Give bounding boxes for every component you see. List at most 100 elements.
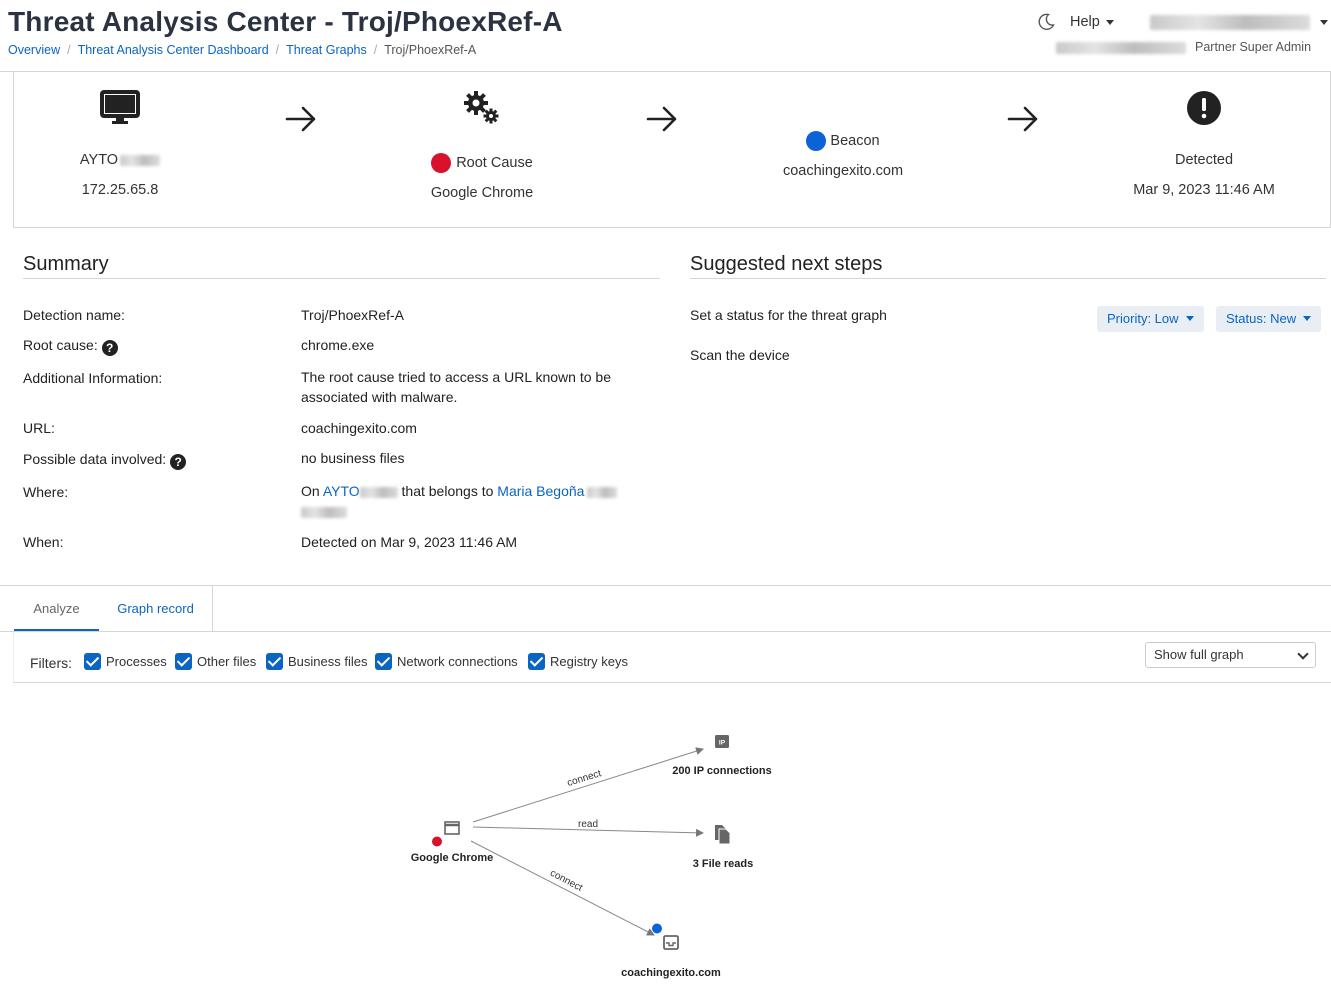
device-name-redacted [120,154,161,166]
possible-data-label-text: Possible data involved: [23,451,167,467]
root-cause-red-dot [432,836,442,847]
filter-registry-keys-checkbox[interactable]: Registry keys [528,653,628,670]
possible-data-row-label: Possible data involved:? [23,451,187,470]
where-middle: that belongs to [401,483,494,499]
tabs-divider-top [0,585,1331,586]
breadcrumb: Overview / Threat Analysis Center Dashbo… [8,43,476,57]
scan-device-link[interactable]: Scan the device [690,347,790,363]
window-icon [444,821,460,835]
status-instruction: Set a status for the threat graph [690,307,887,323]
breadcrumb-separator: / [67,43,71,57]
node-file-reads[interactable]: 3 File reads [693,825,754,870]
root-cause-label-text: Root cause: [23,337,98,353]
url-value: coachingexito.com [301,420,417,436]
filter-network-connections-label: Network connections [397,654,518,669]
detection-name-label: Detection name: [23,307,125,323]
threat-graph[interactable]: connect read connect Google Chrome IP 20… [0,684,1331,993]
node-coachingexito[interactable]: coachingexito.com [621,923,721,980]
flow-device: AYTO 172.25.65.8 [60,145,180,205]
help-menu[interactable]: Help [1070,14,1114,30]
node-label-file-reads: 3 File reads [693,858,754,870]
graph-view-select[interactable]: Show full graph [1145,642,1316,668]
flow-root-cause: Root Cause Google Chrome [412,148,552,208]
when-label: When: [23,534,64,550]
tab-graph-record[interactable]: Graph record [99,586,213,631]
checkbox-checked-icon [375,653,392,670]
edge-chrome-to-ip [472,747,704,823]
edge-chrome-to-domain [470,840,655,936]
url-label: URL: [23,420,55,436]
beacon-blue-dot [652,923,662,934]
threat-flow: AYTO 172.25.65.8 Root Cause Google Chrom… [13,72,1331,228]
arrow-right-icon [285,106,316,132]
inbox-icon [663,935,679,950]
filter-network-connections-checkbox[interactable]: Network connections [375,653,518,670]
filter-processes-label: Processes [106,654,167,669]
filter-processes-checkbox[interactable]: Processes [84,653,167,670]
detection-name-link[interactable]: Troj/PhoexRef-A [301,307,404,323]
files-icon [715,825,731,845]
root-cause-process: Google Chrome [430,185,534,201]
where-prefix: On [301,483,320,499]
ip-icon [715,735,729,748]
breadcrumb-threat-graphs[interactable]: Threat Graphs [286,43,367,57]
user-name-redacted[interactable] [1150,15,1310,30]
edge-label-read: read [578,819,598,830]
possible-data-value: no business files [301,450,405,466]
where-device-name: AYTO [322,483,360,499]
summary-title: Summary [23,253,109,275]
threat-graph-canvas: connect read connect Google Chrome IP 20… [411,735,772,980]
caret-down-icon [1185,315,1194,321]
page-header: Threat Analysis Center - Troj/PhoexRef-A… [0,0,1331,72]
device-name: AYTO [79,152,119,168]
filter-other-files-label: Other files [197,654,257,669]
flow-beacon: Beacon coachingexito.com [763,126,923,186]
where-user-redacted [587,486,618,498]
when-value: Detected on Mar 9, 2023 11:46 AM [301,534,518,550]
node-label-coachingexito: coachingexito.com [621,967,721,979]
where-user-link[interactable]: Maria Begoña [301,483,618,519]
breadcrumb-overview[interactable]: Overview [8,43,61,57]
caret-down-icon [1105,19,1114,25]
gears-icon [464,91,499,124]
node-label-ip-connections: 200 IP connections [672,765,771,777]
help-label: Help [1070,14,1100,30]
where-device-link[interactable]: AYTO [323,483,398,499]
node-label-google-chrome: Google Chrome [411,852,494,864]
node-ip-connections[interactable]: IP 200 IP connections [672,735,772,777]
question-icon[interactable]: ? [101,340,118,356]
moon-icon[interactable] [1036,12,1056,32]
node-google-chrome[interactable]: Google Chrome [411,821,494,864]
detected-time: Mar 9, 2023 11:46 AM [1133,182,1275,198]
checkbox-checked-icon [175,653,192,670]
filter-registry-keys-label: Registry keys [550,654,629,669]
summary-divider [23,278,660,279]
where-label: Where: [23,484,69,500]
exclamation-icon [1187,91,1221,125]
monitor-icon [100,90,140,124]
status-dropdown[interactable]: Status: New [1216,306,1322,332]
where-user-name: Maria Begoña [497,483,585,499]
detected-label: Detected [1174,152,1234,168]
filter-other-files-checkbox[interactable]: Other files [175,653,256,670]
chevron-down-icon [1297,648,1309,660]
flow-detected: Detected Mar 9, 2023 11:46 AM [1114,145,1294,205]
graph-view-select-value: Show full graph [1154,647,1244,662]
user-caret-down-icon[interactable] [1320,20,1328,25]
tab-analyze[interactable]: Analyze [14,586,99,631]
question-icon[interactable]: ? [170,454,187,470]
root-cause-row-label: Root cause:? [23,337,118,356]
status-label: Status: New [1226,311,1297,326]
where-value: On AYTO that belongs to Maria Begoña [301,481,641,521]
next-steps-divider [690,278,1326,279]
beacon-domain: coachingexito.com [782,163,904,179]
breadcrumb-current: Troj/PhoexRef-A [384,43,477,57]
priority-dropdown[interactable]: Priority: Low [1097,306,1204,332]
user-role: Partner Super Admin [1195,40,1312,54]
breadcrumb-dashboard[interactable]: Threat Analysis Center Dashboard [77,43,269,57]
filter-business-files-checkbox[interactable]: Business files [266,653,367,670]
beacon-label: Beacon [830,133,880,149]
filters-bar: Filters: Processes Other files Business … [13,632,1331,683]
filter-business-files-label: Business files [288,654,368,669]
root-cause-label: Root Cause [456,155,533,171]
